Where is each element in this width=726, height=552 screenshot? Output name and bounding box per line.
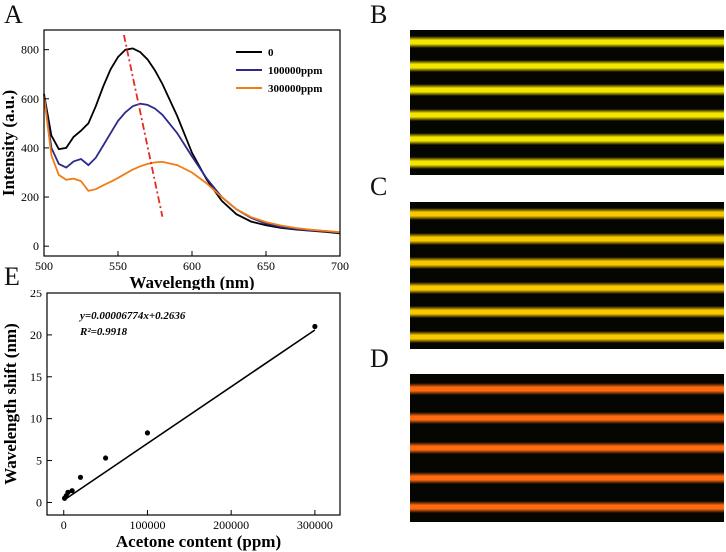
legend-label-1: 100000ppm bbox=[268, 65, 322, 77]
spectrum-chart: 500 550 600 650 700 0 200 400 600 800 0 100000ppm 3… bbox=[0, 29, 349, 290]
plot-frame bbox=[46, 292, 341, 516]
fiber-stripe bbox=[410, 108, 724, 121]
panel-label-d: D bbox=[370, 344, 389, 373]
panel-label-b: B bbox=[370, 0, 388, 29]
y-tick-label: 20 bbox=[30, 328, 42, 342]
series-line-0 bbox=[43, 47, 341, 235]
y-tick-label: 800 bbox=[21, 43, 39, 57]
data-point bbox=[312, 323, 318, 330]
legend-label-2: 300000ppm bbox=[268, 83, 322, 95]
r-squared: R²=0.9918 bbox=[79, 326, 128, 338]
fiber-stripe bbox=[410, 501, 724, 514]
y-tick-label: 15 bbox=[30, 370, 42, 384]
plot-frame bbox=[43, 29, 341, 257]
data-point bbox=[144, 430, 151, 436]
fiber-stripe bbox=[410, 156, 724, 169]
y-tick-label: 600 bbox=[21, 92, 39, 106]
fiber-photo-d bbox=[410, 374, 724, 522]
series-line-2 bbox=[43, 96, 341, 234]
y-tick-label: 0 bbox=[33, 239, 39, 253]
fiber-stripe bbox=[410, 471, 724, 484]
fiber-stripe bbox=[410, 442, 724, 454]
x-tick-label: 700 bbox=[331, 259, 349, 273]
data-point bbox=[69, 488, 75, 494]
y-tick-label: 200 bbox=[21, 190, 39, 204]
fiber-stripe bbox=[410, 257, 724, 270]
panel-label-e: E bbox=[4, 262, 20, 291]
x-tick-label: 300000 bbox=[297, 518, 333, 532]
data-point bbox=[103, 455, 109, 461]
wavelength-shift-chart: 0 100000 200000 300000 0 5 10 15 20 25 y=0.000067… bbox=[1, 290, 341, 551]
fiber-stripe bbox=[410, 232, 724, 245]
panel-label-a: A bbox=[4, 0, 23, 29]
panel-label-c: C bbox=[370, 172, 388, 201]
fiber-stripe bbox=[410, 382, 724, 395]
x-axis-title: Acetone content (ppm) bbox=[116, 532, 281, 551]
legend-label-0: 0 bbox=[268, 47, 274, 59]
x-tick-label: 0 bbox=[61, 518, 67, 532]
data-point bbox=[77, 474, 84, 480]
fiber-stripe bbox=[410, 281, 724, 294]
y-tick-label: 0 bbox=[36, 495, 42, 509]
x-tick-label: 650 bbox=[257, 259, 275, 273]
x-tick-label: 200000 bbox=[213, 518, 249, 532]
peak-shift-trend-line bbox=[123, 34, 164, 217]
fiber-stripe bbox=[410, 84, 724, 97]
x-tick-label: 100000 bbox=[129, 518, 165, 532]
fit-equation: y=0.00006774x+0.2636 bbox=[78, 310, 186, 322]
legend: 0 100000ppm 300000ppm bbox=[236, 47, 322, 95]
fiber-photo-c bbox=[410, 202, 724, 349]
fiber-stripe bbox=[410, 60, 724, 73]
fiber-stripe bbox=[410, 208, 724, 221]
y-tick-label: 5 bbox=[36, 454, 42, 468]
fiber-photo-b bbox=[410, 30, 724, 175]
fiber-stripe bbox=[410, 306, 724, 319]
x-tick-label: 550 bbox=[109, 259, 127, 273]
series-line-1 bbox=[43, 93, 341, 234]
x-axis-title: Wavelength (nm) bbox=[129, 273, 254, 290]
y-tick-label: 10 bbox=[30, 412, 42, 426]
y-axis-title: Intensity (a.u.) bbox=[0, 90, 18, 196]
y-axis-title: Wavelength shift (nm) bbox=[1, 323, 20, 485]
fit-line bbox=[63, 329, 316, 501]
fiber-stripe bbox=[410, 412, 724, 425]
x-tick-label: 600 bbox=[183, 259, 201, 273]
fiber-stripe bbox=[410, 330, 724, 343]
y-tick-label: 400 bbox=[21, 141, 39, 155]
x-tick-label: 500 bbox=[35, 259, 53, 273]
y-tick-label: 25 bbox=[30, 290, 42, 300]
fiber-stripe bbox=[410, 36, 724, 49]
data-point bbox=[65, 489, 71, 495]
fiber-stripe bbox=[410, 132, 724, 145]
